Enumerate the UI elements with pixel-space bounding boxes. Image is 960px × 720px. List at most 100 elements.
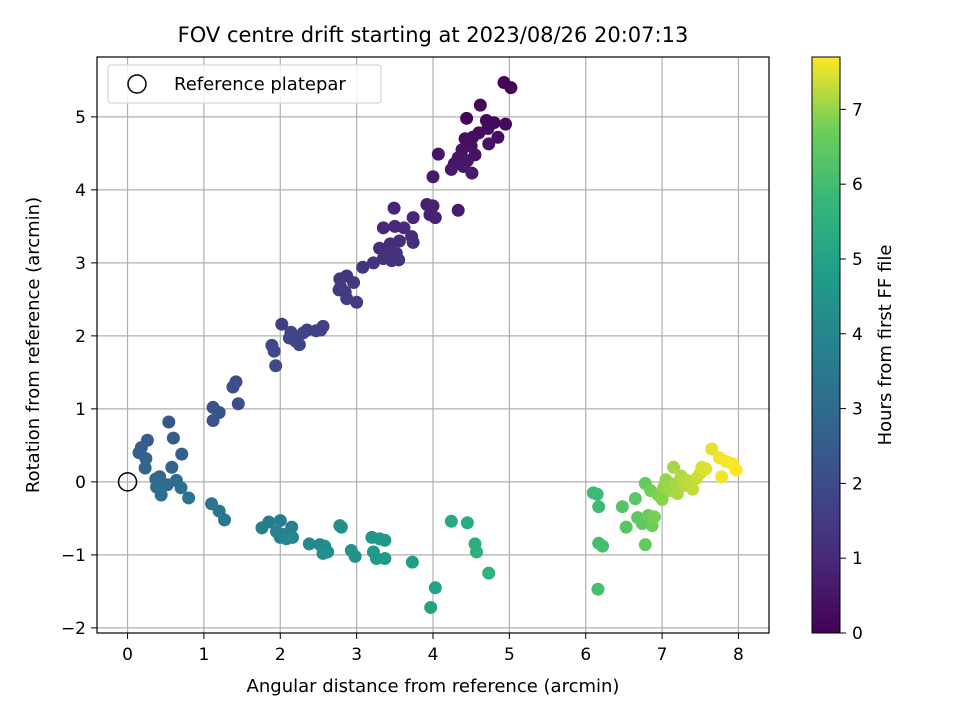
x-tick-label: 4 [428,645,439,665]
data-point [376,221,390,235]
x-tick-label: 3 [351,645,362,665]
y-tick-label: 1 [75,400,86,420]
data-point [590,487,604,501]
plot-area [96,56,770,634]
colorbar-tick-label: 0 [852,624,863,644]
y-axis-label: Rotation from reference (arcmin) [23,197,44,493]
data-point [275,317,289,331]
data-point [615,500,629,514]
colorbar-tick-label: 6 [852,175,863,195]
data-point [451,203,465,217]
data-point [302,537,316,551]
data-point [356,260,370,274]
data-point [667,460,681,474]
data-point [366,256,380,270]
colorbar: 0 1 2 3 4 5 6 7 Hours from first FF file [811,56,896,644]
data-point [619,520,633,534]
data-point [392,253,406,267]
data-point [406,211,420,225]
x-tick-label: 1 [198,645,209,665]
y-tick-label: 0 [75,473,86,493]
data-point [460,111,474,125]
data-point [444,162,458,176]
data-point [269,359,283,373]
data-point [175,447,189,461]
x-axis-ticks: 0 1 2 3 4 5 6 7 8 [122,633,744,665]
data-point [426,170,440,184]
colorbar-tick-label: 3 [852,400,863,420]
data-points [132,76,743,614]
data-point [647,510,661,524]
data-point [431,147,445,161]
data-point [705,442,719,456]
data-point [470,545,484,559]
y-axis-ticks: −2 −1 0 1 2 3 4 5 [61,108,97,639]
data-point [729,463,743,477]
data-point [348,549,362,563]
x-axis-label: Angular distance from reference (arcmin) [247,676,620,697]
data-point [424,600,438,614]
data-point [267,344,281,358]
data-point [273,514,287,528]
data-point [314,323,328,337]
x-tick-label: 0 [122,645,133,665]
legend-marker-icon [127,74,147,94]
data-point [350,295,364,309]
data-point [292,338,306,352]
y-tick-label: −2 [61,619,86,639]
grid-lines [97,57,769,633]
data-point [628,492,642,506]
data-point [279,532,293,546]
legend-entry: Reference platepar [174,74,346,95]
chart-title: FOV centre drift starting at 2023/08/26 … [178,23,689,47]
data-point [482,137,496,151]
data-point [592,500,606,514]
data-point [465,166,479,180]
data-point [154,488,168,502]
data-point [715,470,729,484]
data-point [162,415,176,429]
x-tick-label: 2 [275,645,286,665]
data-point [405,555,419,569]
data-point [160,478,174,492]
data-point [378,533,392,547]
data-point [686,482,700,496]
data-point [406,235,420,249]
data-point [444,514,458,528]
data-point [482,566,496,580]
data-point [138,461,152,475]
data-point [596,539,610,553]
legend: Reference platepar [107,64,382,104]
data-point [231,397,245,411]
data-point [340,292,354,306]
data-point [218,513,232,527]
legend-box [107,64,382,104]
y-tick-label: 5 [75,108,86,128]
data-point [347,276,361,290]
data-point [397,221,411,235]
data-point [638,538,652,552]
data-point [166,431,180,445]
data-point [499,117,513,131]
x-tick-label: 7 [657,645,668,665]
data-point [491,130,505,144]
data-point [699,462,713,476]
y-tick-label: 4 [75,181,86,201]
data-point [174,481,188,495]
x-tick-label: 5 [504,645,515,665]
data-point [165,460,179,474]
data-point [428,211,442,225]
data-point [387,201,401,215]
data-point [460,516,474,530]
colorbar-tick-label: 7 [852,100,863,120]
data-point [255,521,269,535]
y-tick-label: −1 [61,546,86,566]
reference-marker [117,472,138,492]
data-point [139,452,153,466]
x-tick-label: 6 [580,645,591,665]
data-point [334,520,348,534]
data-point [655,492,669,506]
data-point [226,380,240,394]
colorbar-tick-label: 5 [852,250,863,270]
colorbar-tick-label: 1 [852,549,863,569]
